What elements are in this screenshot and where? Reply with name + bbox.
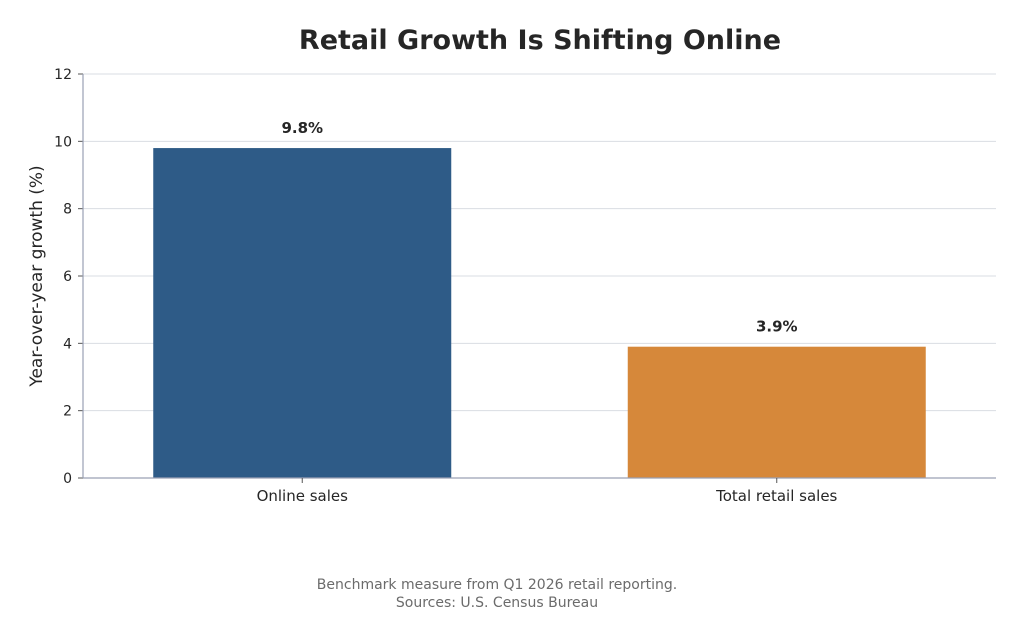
bar-online-sales — [153, 148, 452, 479]
axes: 0 2 4 6 8 10 12 Online sales Total retail sales — [54, 67, 996, 505]
y-tick-label: 8 — [63, 202, 72, 218]
y-tick-label: 0 — [63, 471, 72, 487]
x-tick-label: Total retail sales — [715, 487, 837, 505]
chart-title: Retail Growth Is Shifting Online — [299, 25, 781, 56]
y-tick-label: 2 — [63, 404, 72, 420]
data-label: 9.8% — [281, 119, 323, 137]
y-tick-label: 4 — [63, 336, 72, 352]
y-tick-label: 10 — [54, 134, 72, 150]
footnote-line-2: Sources: U.S. Census Bureau — [396, 595, 598, 611]
x-tick-label: Online sales — [257, 487, 349, 505]
footnote-line-1: Benchmark measure from Q1 2026 retail re… — [317, 577, 677, 593]
data-label: 3.9% — [756, 318, 798, 336]
bar-total-retail-sales — [627, 346, 926, 478]
y-tick-label: 12 — [54, 67, 72, 83]
y-tick-label: 6 — [63, 269, 72, 285]
bars: 9.8% 3.9% — [153, 119, 926, 479]
y-axis-label: Year-over-year growth (%) — [27, 165, 47, 387]
